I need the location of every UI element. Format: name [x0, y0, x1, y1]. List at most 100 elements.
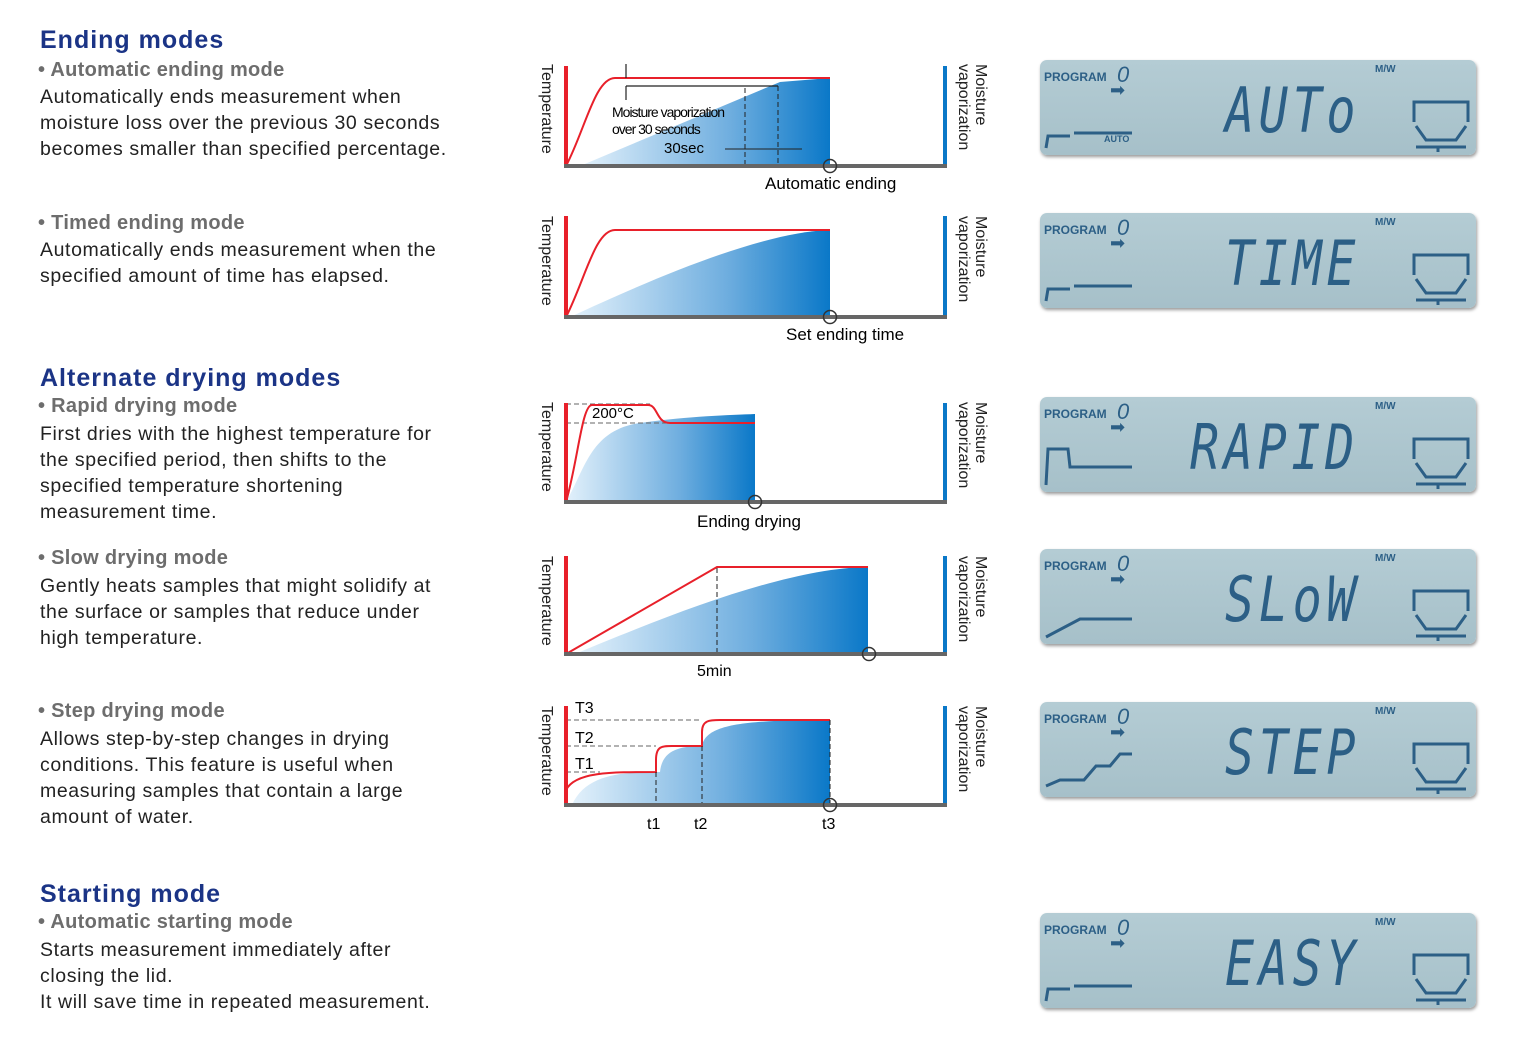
moisture-axis-label: vaporization	[955, 216, 972, 302]
subheading-automatic-ending: • Automatic ending mode	[38, 59, 285, 81]
sample-pan-icon	[1412, 953, 1470, 1005]
program-number: 0	[1117, 704, 1130, 729]
arrow-right-icon: ➡	[1110, 722, 1126, 742]
sample-pan-icon	[1412, 437, 1470, 489]
moisture-axis-label: Moisture	[972, 556, 989, 617]
lcd-display-time: PROGRAM 0 ➡ TIME M/W	[1040, 213, 1476, 308]
program-label: PROGRAM	[1044, 70, 1107, 84]
timed-ending-description: Automatically ends measurement when the …	[40, 237, 436, 289]
text-line: measurement time.	[40, 501, 218, 523]
heading-starting-mode: Starting mode	[40, 880, 222, 908]
profile-icon	[1045, 752, 1132, 788]
lcd-glyphs	[1044, 253, 1470, 305]
profile-icon	[1045, 617, 1132, 639]
temperature-axis-label: Temperature	[538, 706, 555, 796]
temperature-axis-label: Temperature	[538, 64, 555, 154]
text-line: Automatically ends measurement when the	[40, 239, 437, 261]
lcd-mode-text: SLoW	[1225, 563, 1361, 636]
lcd-display-easy: PROGRAM 0 ➡ EASY M/W	[1040, 913, 1476, 1008]
text-line: the specified period, then shifts to the	[40, 449, 388, 471]
text-line: measuring samples that contain a large	[40, 780, 404, 802]
mw-top: M	[1375, 553, 1384, 564]
step-time-t3: t3	[822, 816, 835, 833]
mw-top: M	[1375, 401, 1384, 412]
mw-indicator: M/W	[1375, 401, 1396, 412]
lcd-display-step: PROGRAM 0 ➡ STEP M/W	[1040, 702, 1476, 797]
mw-indicator: M/W	[1375, 917, 1396, 928]
program-number: 0	[1117, 215, 1130, 240]
program-number: 0	[1117, 62, 1130, 87]
program-label: PROGRAM	[1044, 712, 1107, 726]
moisture-axis-label: Moisture	[972, 216, 989, 277]
lcd-display-rapid: PROGRAM 0 ➡ RAPID M/W	[1040, 397, 1476, 492]
note-over-30-seconds: over 30 seconds	[612, 121, 701, 137]
program-label: PROGRAM	[1044, 223, 1107, 237]
mw-bottom: W	[1386, 553, 1396, 564]
moisture-axis-label: Moisture	[972, 64, 989, 125]
lcd-mode-text: AUTo	[1225, 74, 1361, 147]
subheading-timed-ending: • Timed ending mode	[38, 212, 245, 234]
note-moisture-vaporization: Moisture vaporization	[612, 104, 724, 120]
moisture-axis-label: vaporization	[955, 706, 972, 792]
text-line: moisture loss over the previous 30 secon…	[40, 112, 441, 134]
text-line: First dries with the highest temperature…	[40, 423, 432, 445]
moisture-axis-label: Moisture	[972, 402, 989, 463]
slow-time-label: 5min	[697, 663, 732, 680]
text-line: high temperature.	[40, 627, 204, 649]
text-line: the surface or samples that reduce under	[40, 601, 420, 623]
subheading-automatic-starting: • Automatic starting mode	[38, 911, 293, 933]
text-line: conditions. This feature is useful when	[40, 754, 394, 776]
program-label: PROGRAM	[1044, 407, 1107, 421]
heading-ending-modes: Ending modes	[40, 26, 225, 54]
step-temp-t1: T1	[575, 756, 594, 773]
automatic-starting-description: Starts measurement immediately after clo…	[40, 937, 430, 1015]
text-line: amount of water.	[40, 806, 194, 828]
temperature-curve	[565, 77, 830, 167]
text-line: becomes smaller than specified percentag…	[40, 138, 447, 160]
interval-label: 30sec	[664, 140, 705, 157]
lcd-glyphs	[1045, 589, 1470, 641]
profile-icon	[1044, 447, 1132, 486]
program-number: 0	[1117, 551, 1130, 576]
mw-top: M	[1375, 64, 1384, 75]
profile-icon	[1044, 984, 1132, 1002]
mw-indicator: M/W	[1375, 706, 1396, 717]
end-label: Automatic ending	[765, 174, 896, 193]
profile-icon	[1044, 131, 1132, 149]
subheading-slow-drying: • Slow drying mode	[38, 547, 229, 569]
mw-bottom: W	[1386, 917, 1396, 928]
lcd-glyphs	[1045, 742, 1470, 794]
lcd-mode-text: EASY	[1225, 927, 1361, 1000]
moisture-axis-label: vaporization	[955, 64, 972, 150]
step-temp-t2: T2	[575, 730, 594, 747]
step-drying-description: Allows step-by-step changes in drying co…	[40, 726, 403, 830]
lcd-glyphs	[1044, 437, 1470, 489]
mw-top: M	[1375, 217, 1384, 228]
arrow-right-icon: ➡	[1110, 417, 1126, 437]
lcd-display-slow: PROGRAM 0 ➡ SLoW M/W	[1040, 549, 1476, 644]
diagram-timed-ending: Set ending time	[564, 216, 947, 344]
moisture-area	[580, 78, 830, 166]
text-line: Starts measurement immediately after	[40, 939, 392, 961]
lcd-mode-text: TIME	[1225, 227, 1361, 300]
end-label: Ending drying	[697, 512, 801, 531]
temperature-axis-label: Temperature	[538, 556, 555, 646]
mw-indicator: M/W	[1375, 553, 1396, 564]
text-line: Gently heats samples that might solidify…	[40, 575, 432, 597]
lcd-mode-text: STEP	[1225, 716, 1361, 789]
step-temp-t3: T3	[575, 700, 594, 717]
lcd-glyphs	[1044, 953, 1470, 1005]
subheading-rapid-drying: • Rapid drying mode	[38, 395, 238, 417]
text-line: Allows step-by-step changes in drying	[40, 728, 390, 750]
diagram-step-drying: T1 T2 T3 t1 t2 t3	[564, 700, 947, 833]
mw-top: M	[1375, 917, 1384, 928]
sample-pan-icon	[1412, 742, 1470, 794]
step-time-t1: t1	[647, 816, 660, 833]
lcd-display-auto: PROGRAM 0 ➡ AUTo M/W AUTO	[1040, 60, 1476, 155]
lcd-mode-text: RAPID	[1190, 411, 1359, 484]
mw-top: M	[1375, 706, 1384, 717]
temperature-axis-label: Temperature	[538, 216, 555, 306]
program-label: PROGRAM	[1044, 559, 1107, 573]
mw-indicator: M/W	[1375, 64, 1396, 75]
